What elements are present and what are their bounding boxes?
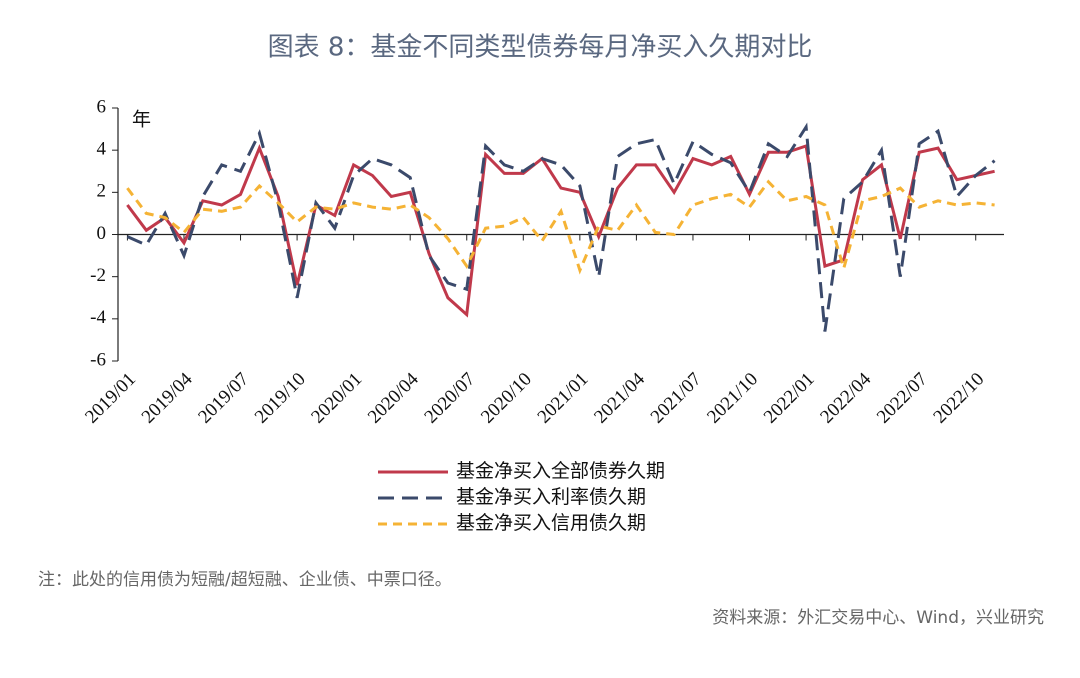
x-tick-label: 2020/01 [307, 369, 366, 428]
x-tick-label: 2021/04 [590, 368, 649, 427]
legend-label: 基金净买入信用债久期 [456, 512, 646, 534]
y-tick-label: 2 [97, 181, 107, 202]
x-tick-label: 2022/01 [760, 369, 819, 428]
y-tick-label: 4 [97, 139, 107, 160]
x-tick-label: 2019/10 [251, 369, 310, 428]
x-tick-label: 2021/07 [647, 369, 706, 428]
source: 资料来源：外汇交易中心、Wind，兴业研究 [712, 608, 1044, 628]
y-tick-label: 6 [97, 96, 107, 117]
y-tick-label: -2 [90, 265, 106, 286]
note: 注：此处的信用债为短融/超短融、企业债、中票口径。 [38, 570, 452, 590]
x-tick-label: 2022/07 [873, 369, 932, 428]
x-tick-label: 2022/10 [929, 369, 988, 428]
x-tick-label: 2020/10 [477, 369, 536, 428]
x-tick-label: 2021/01 [534, 369, 593, 428]
series-line [126, 122, 996, 332]
y-tick-label: 0 [97, 223, 107, 244]
series-line [126, 144, 995, 318]
x-tick-label: 2020/07 [420, 369, 479, 428]
y-tick-label: -4 [90, 307, 106, 328]
y-tick-label: -6 [90, 349, 106, 370]
chart-title: 图表 8：基金不同类型债券每月净买入久期对比 [268, 33, 813, 63]
y-unit: 年 [132, 109, 151, 131]
x-tick-label: 2019/01 [81, 369, 140, 428]
x-tick-label: 2019/07 [194, 369, 253, 428]
x-tick-label: 2019/04 [138, 368, 197, 427]
x-tick-label: 2020/04 [364, 368, 423, 427]
x-tick-label: 2021/10 [703, 369, 762, 428]
series-line [126, 179, 995, 275]
legend-label: 基金净买入利率债久期 [456, 486, 646, 508]
x-tick-label: 2022/04 [816, 368, 875, 427]
legend-label: 基金净买入全部债券久期 [456, 460, 665, 482]
